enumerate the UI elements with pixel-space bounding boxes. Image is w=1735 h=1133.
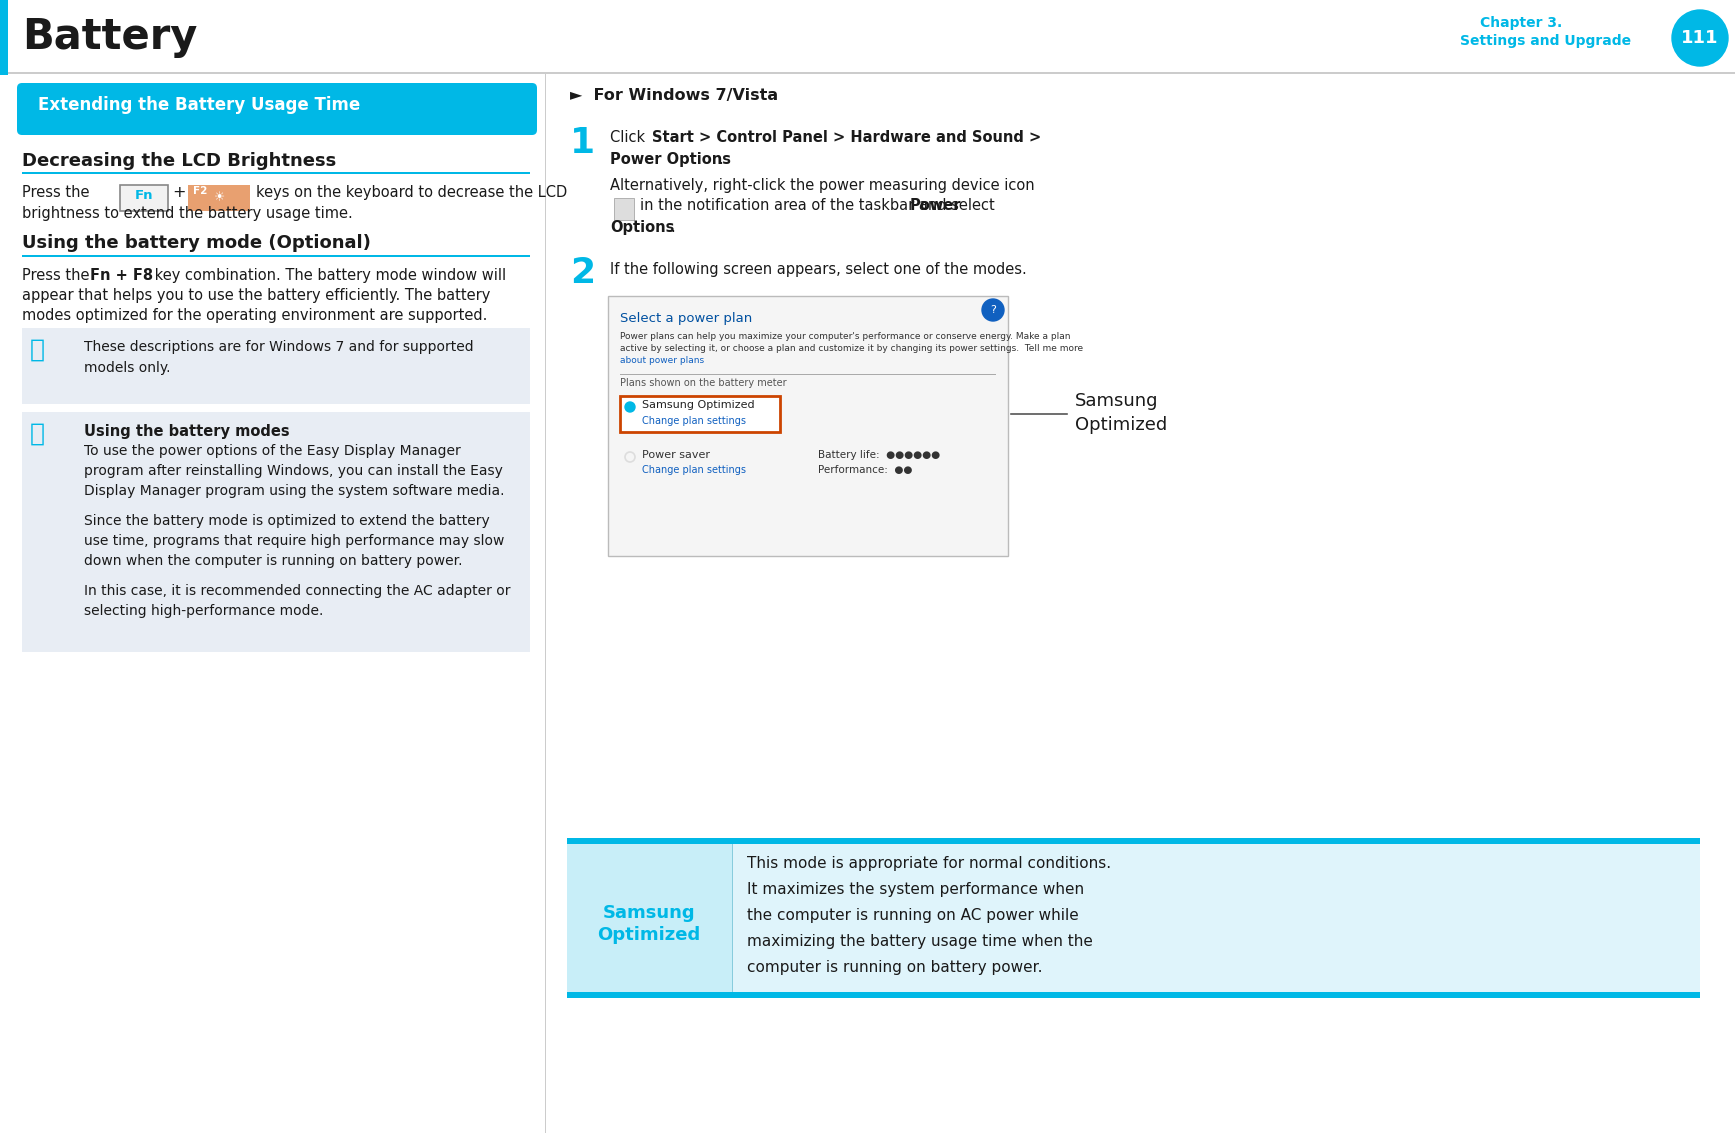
Text: about power plans: about power plans (619, 356, 704, 365)
Text: It maximizes the system performance when: It maximizes the system performance when (748, 881, 1084, 897)
Text: Click: Click (611, 130, 649, 145)
FancyBboxPatch shape (567, 838, 1700, 844)
Text: 1: 1 (571, 126, 595, 160)
Text: Samsung Optimized: Samsung Optimized (642, 400, 755, 410)
Text: Optimized: Optimized (1076, 416, 1168, 434)
Text: selecting high-performance mode.: selecting high-performance mode. (83, 604, 323, 617)
Text: Change plan settings: Change plan settings (642, 465, 746, 475)
Circle shape (1673, 10, 1728, 66)
FancyBboxPatch shape (23, 412, 529, 651)
Text: Alternatively, right-click the power measuring device icon: Alternatively, right-click the power mea… (611, 178, 1034, 193)
Text: Samsung: Samsung (1076, 392, 1159, 410)
Text: +: + (172, 185, 186, 201)
Text: ☀: ☀ (215, 191, 226, 204)
FancyBboxPatch shape (607, 296, 1008, 556)
Text: modes optimized for the operating environment are supported.: modes optimized for the operating enviro… (23, 308, 488, 323)
Text: These descriptions are for Windows 7 and for supported: These descriptions are for Windows 7 and… (83, 340, 474, 353)
Text: Press the: Press the (23, 269, 94, 283)
Text: Press the: Press the (23, 185, 90, 201)
FancyBboxPatch shape (23, 172, 529, 174)
Text: 2: 2 (571, 256, 595, 290)
Text: ►  For Windows 7/Vista: ► For Windows 7/Vista (571, 88, 777, 103)
Text: maximizing the battery usage time when the: maximizing the battery usage time when t… (748, 934, 1093, 949)
FancyBboxPatch shape (120, 185, 168, 211)
Text: Fn + F8: Fn + F8 (90, 269, 153, 283)
Text: If the following screen appears, select one of the modes.: If the following screen appears, select … (611, 262, 1027, 276)
Text: This mode is appropriate for normal conditions.: This mode is appropriate for normal cond… (748, 857, 1110, 871)
Text: To use the power options of the Easy Display Manager: To use the power options of the Easy Dis… (83, 444, 462, 458)
Text: appear that helps you to use the battery efficiently. The battery: appear that helps you to use the battery… (23, 288, 491, 303)
Text: Options: Options (611, 220, 675, 235)
Text: keys on the keyboard to decrease the LCD: keys on the keyboard to decrease the LCD (257, 185, 567, 201)
FancyBboxPatch shape (567, 993, 1700, 998)
Text: 📝: 📝 (29, 338, 45, 363)
Text: Select a power plan: Select a power plan (619, 312, 753, 325)
Text: Start > Control Panel > Hardware and Sound >: Start > Control Panel > Hardware and Sou… (652, 130, 1041, 145)
Text: down when the computer is running on battery power.: down when the computer is running on bat… (83, 554, 463, 568)
Text: Performance:  ●●: Performance: ●● (817, 465, 913, 475)
Text: computer is running on battery power.: computer is running on battery power. (748, 960, 1043, 976)
Text: Power Options: Power Options (611, 152, 730, 167)
Text: use time, programs that require high performance may slow: use time, programs that require high per… (83, 534, 505, 548)
Text: Power plans can help you maximize your computer's performance or conserve energy: Power plans can help you maximize your c… (619, 332, 1070, 341)
FancyBboxPatch shape (23, 327, 529, 404)
Text: Using the battery modes: Using the battery modes (83, 424, 290, 438)
Text: Decreasing the LCD Brightness: Decreasing the LCD Brightness (23, 152, 337, 170)
Text: program after reinstalling Windows, you can install the Easy: program after reinstalling Windows, you … (83, 465, 503, 478)
Circle shape (982, 299, 1005, 321)
Text: Battery life:  ●●●●●●: Battery life: ●●●●●● (817, 450, 940, 460)
FancyBboxPatch shape (567, 838, 732, 998)
Text: Plans shown on the battery meter: Plans shown on the battery meter (619, 378, 786, 387)
FancyBboxPatch shape (187, 185, 250, 211)
FancyBboxPatch shape (614, 198, 633, 220)
FancyBboxPatch shape (17, 83, 538, 135)
Text: active by selecting it, or choose a plan and customize it by changing its power : active by selecting it, or choose a plan… (619, 344, 1083, 353)
Text: Using the battery mode (Optional): Using the battery mode (Optional) (23, 235, 371, 252)
Text: ?: ? (991, 305, 996, 315)
FancyBboxPatch shape (0, 0, 9, 75)
Text: Power saver: Power saver (642, 450, 710, 460)
Text: brightness to extend the battery usage time.: brightness to extend the battery usage t… (23, 206, 352, 221)
Text: Settings and Upgrade: Settings and Upgrade (1459, 34, 1631, 48)
FancyBboxPatch shape (0, 73, 1735, 74)
Text: Power: Power (909, 198, 961, 213)
Text: 📝: 📝 (29, 421, 45, 446)
Text: Fn: Fn (135, 189, 153, 202)
Text: .: . (718, 152, 723, 167)
Text: Since the battery mode is optimized to extend the battery: Since the battery mode is optimized to e… (83, 514, 489, 528)
Text: models only.: models only. (83, 361, 170, 375)
Text: In this case, it is recommended connecting the AC adapter or: In this case, it is recommended connecti… (83, 583, 510, 598)
Text: Chapter 3.: Chapter 3. (1480, 16, 1562, 29)
Text: Change plan settings: Change plan settings (642, 416, 746, 426)
Text: 111: 111 (1681, 29, 1719, 46)
Text: Samsung: Samsung (602, 904, 696, 922)
Text: F2: F2 (193, 186, 208, 196)
Text: Battery: Battery (23, 16, 198, 58)
FancyBboxPatch shape (23, 255, 529, 257)
Text: Display Manager program using the system software media.: Display Manager program using the system… (83, 484, 505, 499)
Text: the computer is running on AC power while: the computer is running on AC power whil… (748, 908, 1079, 923)
FancyBboxPatch shape (567, 838, 1700, 998)
Text: key combination. The battery mode window will: key combination. The battery mode window… (149, 269, 507, 283)
Text: .: . (670, 220, 675, 235)
Text: in the notification area of the taskbar and select: in the notification area of the taskbar … (640, 198, 999, 213)
Text: Optimized: Optimized (597, 926, 701, 944)
FancyBboxPatch shape (619, 397, 781, 432)
Text: Extending the Battery Usage Time: Extending the Battery Usage Time (38, 96, 361, 114)
Circle shape (625, 402, 635, 412)
